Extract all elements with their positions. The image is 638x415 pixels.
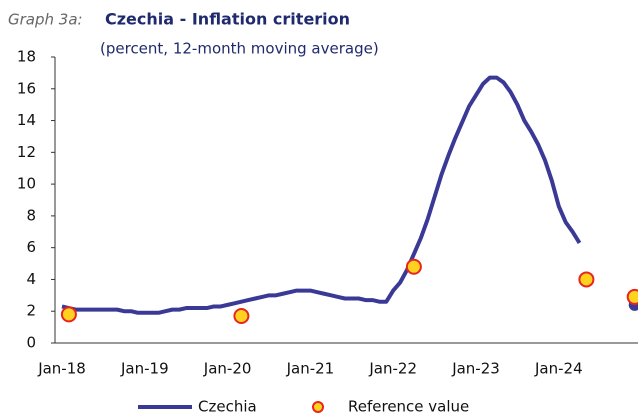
x-tick-label: Jan-24 [534,360,583,378]
legend-marker [312,401,324,413]
y-tick-label: 14 [17,111,36,129]
y-tick-label: 0 [26,334,36,352]
reference-point [60,306,77,323]
y-tick-label: 12 [17,143,36,161]
chart-subtitle: (percent, 12-month moving average) [100,40,379,58]
y-tick-label: 16 [17,79,36,97]
x-tick-label: Jan-18 [37,360,86,378]
graph-label: Graph 3a: [8,11,83,29]
y-tick-label: 18 [17,48,36,66]
legend-label: Reference value [348,398,469,415]
x-tick-label: Jan-21 [286,360,335,378]
reference-point [626,288,638,305]
reference-point [578,271,595,288]
y-tick-label: 10 [17,175,36,193]
legend-label: Czechia [198,398,257,415]
x-tick-label: Jan-22 [368,360,417,378]
reference-point [233,307,250,324]
y-tick-label: 6 [26,238,36,256]
y-tick-label: 2 [26,302,36,320]
reference-point [405,258,422,275]
x-tick-label: Jan-23 [451,360,500,378]
line [61,75,582,315]
chart-title: Czechia - Inflation criterion [105,10,350,29]
y-tick-label: 4 [26,270,36,288]
y-tick-label: 8 [26,206,36,224]
x-tick-label: Jan-19 [120,360,169,378]
x-tick-label: Jan-20 [203,360,252,378]
